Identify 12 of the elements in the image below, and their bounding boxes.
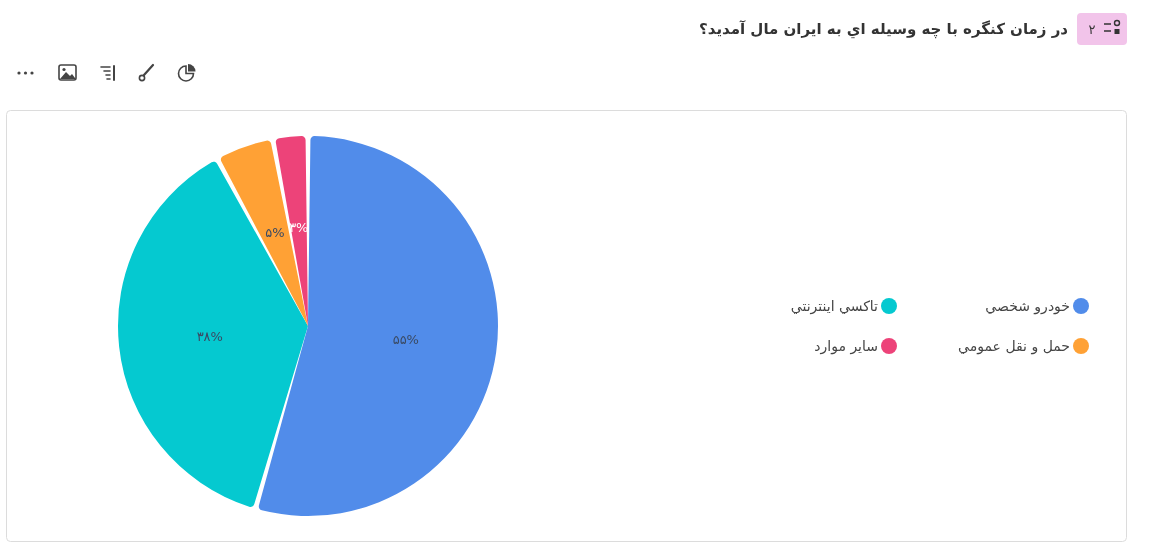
legend-label: خودرو شخصي bbox=[985, 298, 1070, 315]
text: ۲ bbox=[1088, 21, 1096, 37]
chart-title: در زمان کنگره با چه وسيله اي به ايران مال آمديد؟ bbox=[699, 20, 1069, 39]
pie-slice bbox=[220, 140, 308, 326]
data-label: ۳% bbox=[289, 220, 309, 236]
data-label: ۳۸% bbox=[196, 329, 223, 345]
legend-label: ساير موارد bbox=[814, 338, 878, 355]
data-label: ۵۵% bbox=[392, 332, 419, 348]
legend-label: تاکسي اينترنتي bbox=[790, 298, 879, 315]
pie-slice bbox=[118, 161, 308, 507]
legend-label: حمل و نقل عمومي bbox=[958, 338, 1070, 355]
data-label: ۵% bbox=[265, 225, 285, 241]
